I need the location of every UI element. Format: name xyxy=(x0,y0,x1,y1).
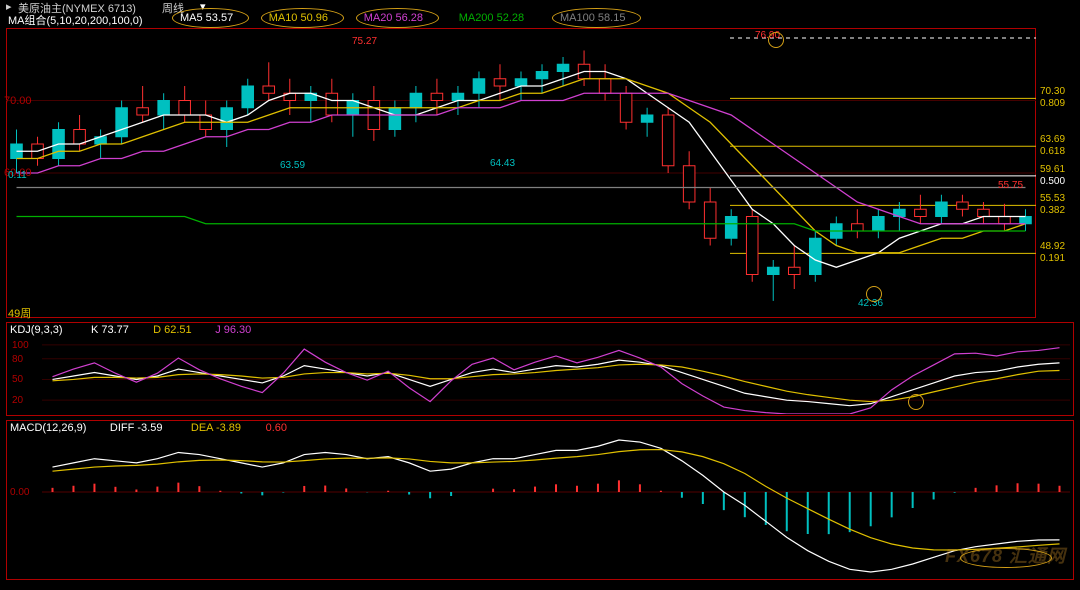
price-ytick: 70.00 xyxy=(4,95,32,107)
ma-value: MA200 52.28 xyxy=(459,12,524,24)
kdj-header-item: J 96.30 xyxy=(215,324,251,336)
fib-price: 55.53 xyxy=(1040,193,1065,204)
ma-value: MA10 50.96 xyxy=(269,12,328,24)
kdj-svg xyxy=(42,338,1070,414)
price-label: 42.36 xyxy=(858,298,883,309)
fib-ratio: 0.191 xyxy=(1040,253,1065,264)
fib-price: 59.61 xyxy=(1040,164,1065,175)
fib-ratio: 0.382 xyxy=(1040,205,1065,216)
price-label: 63.59 xyxy=(280,160,305,171)
kdj-ytick: 20 xyxy=(12,395,23,406)
macd-svg xyxy=(42,436,1070,576)
watermark: FX678 汇通网 xyxy=(945,542,1066,568)
kdj-ytick: 100 xyxy=(12,340,29,351)
macd-header-item: DIFF -3.59 xyxy=(110,422,163,434)
fib-ratio: 0.809 xyxy=(1040,98,1065,109)
kdj-ytick: 50 xyxy=(12,374,23,385)
period-note: 49周 xyxy=(8,305,31,321)
price-label: 75.27 xyxy=(352,36,377,47)
kdj-header-item: KDJ(9,3,3) xyxy=(10,324,63,336)
ma-group-label: MA组合(5,10,20,200,100,0) xyxy=(8,12,143,28)
kdj-header-item: D 62.51 xyxy=(153,324,192,336)
chart-stage: ▸ 美原油主(NYMEX 6713) 周线 ▾ MA组合(5,10,20,200… xyxy=(0,0,1080,590)
price-chart-svg xyxy=(6,28,1036,318)
macd-header-item: 0.60 xyxy=(266,422,287,434)
kdj-ytick: 80 xyxy=(12,354,23,365)
macd-header-item: MACD(12,26,9) xyxy=(10,422,86,434)
price-label: 76.90 xyxy=(755,30,780,41)
fib-price: 70.30 xyxy=(1040,86,1065,97)
fib-ratio: 0.618 xyxy=(1040,146,1065,157)
price-label: 64.43 xyxy=(490,158,515,169)
ma-value: MA100 58.15 xyxy=(560,12,625,24)
macd-header-item: DEA -3.89 xyxy=(191,422,241,434)
ma-value: MA5 53.57 xyxy=(180,12,233,24)
fib-price: 48.92 xyxy=(1040,241,1065,252)
fib-price: 63.69 xyxy=(1040,134,1065,145)
price-label: 0.11 xyxy=(8,170,27,181)
ma-value: MA20 56.28 xyxy=(364,12,423,24)
macd-ytick: 0.00 xyxy=(10,487,29,498)
fib-ratio: 0.500 xyxy=(1040,176,1065,187)
kdj-header-item: K 73.77 xyxy=(91,324,129,336)
price-label: 55.75 xyxy=(998,180,1023,191)
